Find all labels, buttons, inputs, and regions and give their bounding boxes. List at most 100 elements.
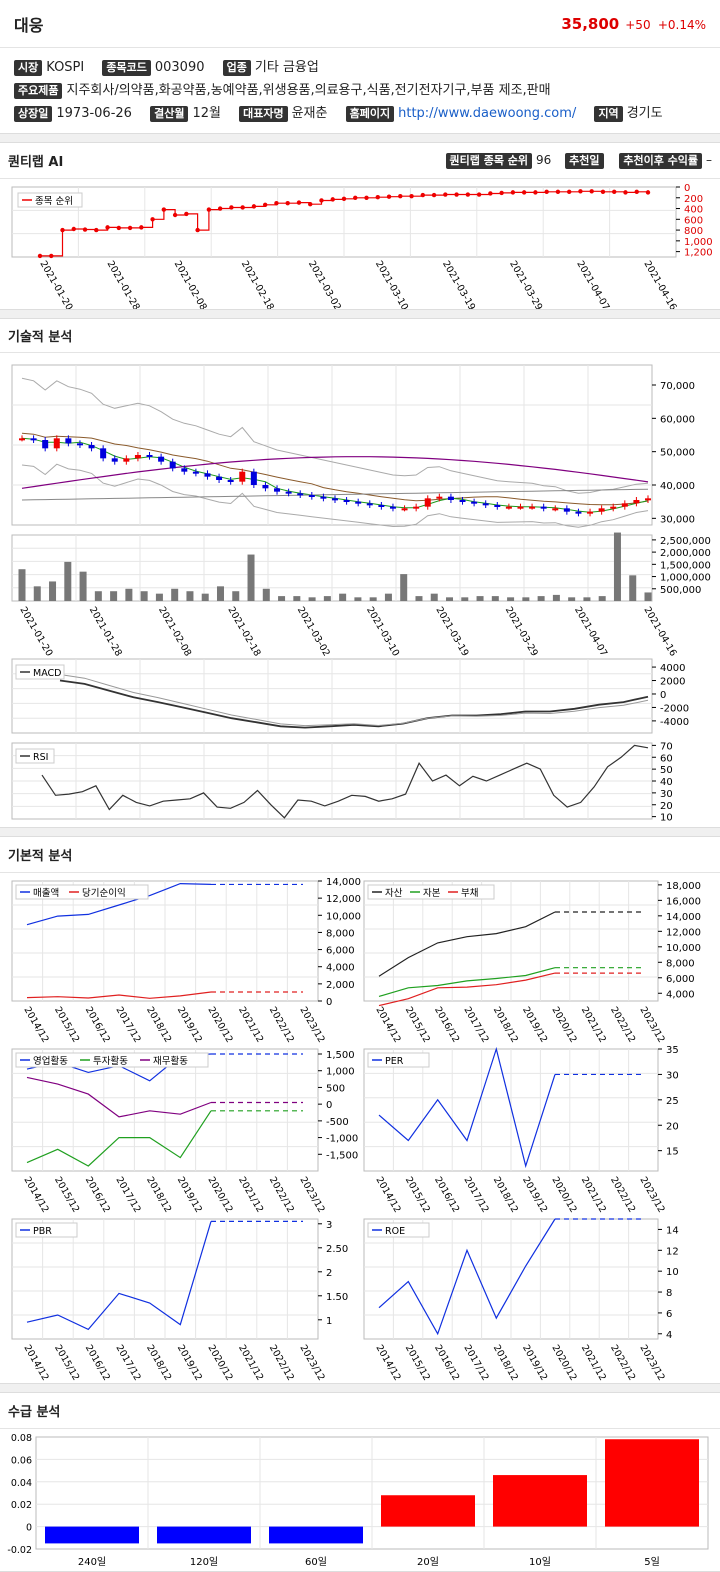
rank-point	[184, 211, 189, 217]
rank-tick-label: 800	[684, 226, 703, 237]
rsi-line	[41, 744, 649, 819]
rank-tick-label: 200	[684, 194, 703, 205]
rsi-legend-label: RSI	[33, 752, 48, 763]
rank-legend-box	[17, 192, 83, 208]
roe-legend-label: ROE	[385, 1226, 405, 1237]
homepage-link[interactable]: http://www.daewoong.com/	[398, 106, 577, 121]
candle-body	[621, 503, 628, 507]
volume-bar	[125, 588, 133, 601]
sales-series-line	[26, 882, 212, 926]
assets-year-label: 2017/12	[461, 1005, 490, 1045]
code-value: 003090	[154, 60, 205, 75]
candle-body	[378, 505, 385, 507]
pbr-year-label: 2016/12	[83, 1343, 112, 1383]
volume-date-label: 2021-03-02	[295, 605, 332, 658]
candle-body	[297, 493, 304, 496]
cashflow-year-label: 2023/12	[297, 1175, 326, 1215]
sales-year-label: 2022/12	[267, 1005, 296, 1045]
candle-body	[505, 506, 512, 509]
sales-legend-label: 매출액	[33, 887, 59, 899]
price-tick-label: 30,000	[660, 514, 695, 525]
cashflow-legend-label: 영업활동	[33, 1055, 68, 1067]
volume-bar	[140, 591, 148, 601]
candle-body	[42, 440, 49, 449]
candle-body	[216, 476, 223, 480]
assets-tick-label: 12,000	[666, 927, 701, 938]
volume-tick-label: 2,500,000	[660, 536, 711, 547]
cashflow-year-label: 2018/12	[144, 1175, 173, 1215]
volume-bar	[232, 591, 240, 601]
per-year-label: 2014/12	[373, 1175, 402, 1215]
macd-tick-label: -4000	[660, 717, 689, 728]
supply-tick-label: 0	[26, 1523, 32, 1534]
pbr-legend-box	[15, 1222, 78, 1238]
volume-tick-label: 500,000	[660, 585, 701, 596]
rank-point	[521, 190, 527, 195]
candle-body	[645, 498, 651, 501]
rsi-tick-label: 10	[660, 813, 673, 824]
return-label: 추천이후 수익률	[619, 152, 702, 169]
rank-point	[476, 192, 482, 197]
rsi-tick-label: 60	[660, 753, 673, 764]
rsi-tick-label: 30	[660, 789, 673, 800]
rsi-tick-label: 50	[660, 765, 673, 776]
per-tick-label: 15	[666, 1147, 679, 1158]
candle-body	[575, 511, 582, 514]
pbr-tick-label: 2	[326, 1268, 332, 1279]
volume-bar	[491, 596, 499, 601]
volume-bar	[507, 597, 515, 601]
candle-body	[552, 508, 559, 511]
listed-value: 1973-06-26	[56, 106, 132, 121]
rank-date-label: 2021-04-07	[574, 259, 611, 309]
assets-tick-label: 16,000	[666, 896, 701, 907]
pbr-year-label: 2023/12	[297, 1343, 326, 1383]
candle-body	[250, 471, 257, 485]
per-series-line	[378, 1046, 556, 1169]
rank-point	[229, 205, 234, 210]
bollinger-upper	[21, 377, 649, 494]
rank-point	[94, 227, 99, 233]
roe-year-label: 2020/12	[549, 1343, 578, 1383]
pbr-year-label: 2015/12	[52, 1343, 81, 1383]
sales-series-line	[26, 991, 212, 999]
cashflow-tick-label: -1,000	[326, 1134, 358, 1145]
per-legend-box	[367, 1052, 430, 1068]
industry-label: 업종	[222, 60, 251, 76]
candle-body	[262, 485, 269, 489]
rank-point	[364, 195, 369, 200]
volume-bar	[49, 581, 57, 601]
supply-category-label: 60일	[305, 1556, 327, 1568]
rank-point	[544, 189, 549, 195]
rank-point	[398, 193, 403, 199]
volume-bar	[247, 554, 255, 601]
assets-legend-label: 자본	[423, 888, 441, 899]
candle-body	[598, 508, 605, 512]
macd-tick-label: -2000	[660, 703, 689, 714]
assets-year-label: 2018/12	[491, 1005, 520, 1045]
rank-date-label: 2021-03-29	[507, 259, 544, 309]
candle-body	[239, 471, 246, 482]
candle-body	[111, 458, 118, 462]
rank-point	[139, 225, 144, 230]
candle-body	[633, 500, 640, 504]
volume-bar	[446, 597, 454, 601]
candle-body	[436, 496, 443, 499]
candle-body	[100, 448, 107, 459]
volume-date-label: 2021-01-20	[17, 605, 54, 658]
candle-body	[19, 438, 25, 441]
volume-bar	[430, 593, 438, 601]
listed-label: 상장일	[14, 106, 53, 122]
volume-bar	[537, 596, 545, 601]
volume-date-label: 2021-03-19	[433, 605, 470, 658]
candle-body	[76, 443, 83, 446]
volume-bar	[461, 597, 469, 601]
candle-body	[471, 501, 478, 504]
volume-bar	[201, 593, 209, 601]
assets-tick-label: 4,000	[666, 989, 695, 1000]
roe-tick-label: 8	[666, 1288, 672, 1299]
candle-body	[447, 496, 454, 500]
rank-date-label: 2021-01-28	[105, 259, 142, 309]
cashflow-tick-label: -1,500	[326, 1150, 358, 1161]
rank-point	[578, 189, 583, 194]
products-label: 주요제품	[14, 83, 63, 99]
